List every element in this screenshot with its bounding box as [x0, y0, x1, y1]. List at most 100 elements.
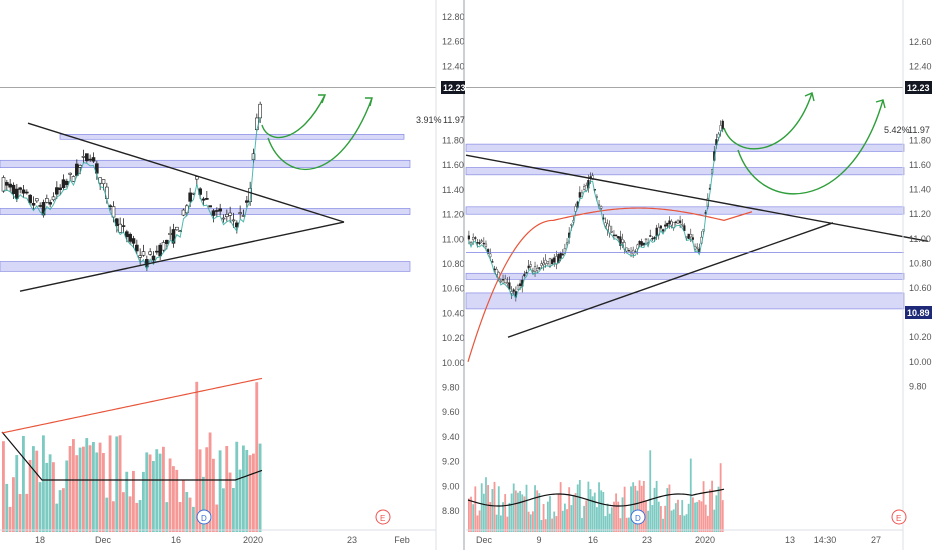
volume-bar — [142, 471, 145, 532]
x-tick-label: 23 — [347, 535, 357, 545]
y-tick-label: 11.80 — [909, 135, 931, 145]
right-projection-arrows — [723, 92, 886, 195]
candle-body — [31, 203, 36, 206]
volume-bar — [638, 480, 641, 532]
volume-bar — [168, 458, 172, 532]
left-resistance-support-zones — [0, 134, 411, 272]
candle-body — [546, 261, 549, 264]
candle-body — [85, 153, 89, 162]
volume-bar — [135, 502, 139, 532]
volume-bar — [489, 501, 492, 532]
candle-body — [472, 237, 475, 240]
right-earnings-badge[interactable] — [891, 509, 907, 525]
candle-body — [484, 243, 488, 247]
volume-bar — [679, 515, 682, 532]
volume-bar — [152, 460, 155, 532]
support-zone-mid — [0, 208, 411, 215]
candle-body — [661, 229, 665, 232]
volume-bar — [165, 502, 169, 532]
candle-body — [482, 242, 485, 245]
volume-bar — [15, 455, 19, 532]
volume-bar — [662, 518, 664, 532]
candle-body — [65, 180, 69, 185]
candle-body — [188, 192, 192, 202]
volume-bar — [75, 455, 79, 532]
volume-bar — [591, 496, 594, 532]
candle-body — [151, 255, 156, 261]
candle-body — [591, 175, 594, 180]
volume-bar — [145, 452, 149, 532]
y-tick-label: 10.60 — [442, 284, 465, 294]
candle-body — [544, 259, 547, 264]
volume-average-line — [467, 488, 725, 507]
left-earnings-badge[interactable] — [375, 509, 391, 525]
left-dividend-badge[interactable] — [196, 509, 212, 525]
volume-bar — [540, 519, 543, 532]
volume-bar — [602, 491, 605, 532]
volume-bar — [242, 445, 245, 532]
candle-body — [664, 224, 667, 227]
x-tick-label: 14:30 — [814, 535, 837, 545]
y-tick-label: 11.00 — [909, 234, 931, 244]
left-dividend-badge-label: D — [201, 514, 207, 523]
volume-bar — [55, 503, 59, 532]
candle-body — [651, 238, 654, 240]
y-tick-label: 10.40 — [442, 308, 465, 318]
candle-body — [11, 184, 16, 195]
x-tick-label: 18 — [35, 535, 45, 545]
volume-bar — [42, 435, 45, 532]
left-chart-panel[interactable]: 12.80 12.60 12.40 11.80 11.60 11.40 11.20 11.00… — [0, 0, 465, 550]
y-tick-label: 10.00 — [909, 357, 932, 367]
y-tick-label: 11.20 — [909, 209, 931, 219]
volume-bar — [692, 497, 694, 532]
y-tick-label: 12.80 — [442, 12, 465, 22]
candle-body — [5, 182, 9, 186]
volume-bar — [715, 495, 718, 532]
candle-body — [527, 265, 530, 269]
x-tick-label: 9 — [536, 535, 541, 545]
volume-bar — [92, 442, 95, 532]
right-change-label: 5.42% — [884, 125, 910, 135]
candle-body — [670, 221, 673, 226]
candle-body — [659, 225, 662, 229]
volume-bar — [195, 381, 199, 532]
resistance-zone-upper — [465, 143, 905, 152]
right-dividend-badge[interactable] — [630, 509, 646, 525]
candle-body — [148, 251, 152, 255]
volume-bar — [672, 509, 675, 532]
volume-bar — [559, 482, 562, 532]
candle-body — [612, 234, 616, 237]
candle-body — [676, 219, 680, 224]
volume-bar — [132, 470, 135, 532]
volume-bar — [604, 516, 607, 532]
volume-bar — [581, 518, 583, 532]
volume-bar — [480, 483, 483, 532]
volume-bar — [192, 506, 195, 532]
volume-bar — [25, 493, 29, 532]
candle-body — [118, 223, 122, 233]
volume-bar — [476, 515, 479, 532]
volume-bar — [182, 480, 185, 532]
candle-body — [55, 187, 59, 195]
volume-bar — [500, 515, 502, 532]
x-tick-label: 27 — [871, 535, 881, 545]
volume-bar — [561, 510, 564, 532]
volume-bar — [502, 502, 504, 532]
volume-bar — [608, 513, 611, 532]
volume-bar — [22, 435, 25, 532]
volume-bar — [252, 453, 255, 532]
candle-body — [559, 253, 562, 259]
candle-body — [71, 176, 76, 182]
candle-body — [606, 223, 609, 231]
right-low-price-tag — [905, 306, 932, 319]
candle-body — [615, 234, 618, 237]
volume-bar — [564, 503, 566, 532]
volume-bar — [508, 502, 511, 532]
candle-body — [721, 120, 724, 130]
volume-bar — [657, 501, 660, 532]
candle-body — [666, 222, 669, 227]
right-chart-panel[interactable]: 12.60 12.40 11.80 11.60 11.40 11.20 11.00 10.80… — [463, 0, 932, 550]
y-tick-label: 10.80 — [909, 258, 932, 268]
volume-bar — [72, 439, 75, 532]
